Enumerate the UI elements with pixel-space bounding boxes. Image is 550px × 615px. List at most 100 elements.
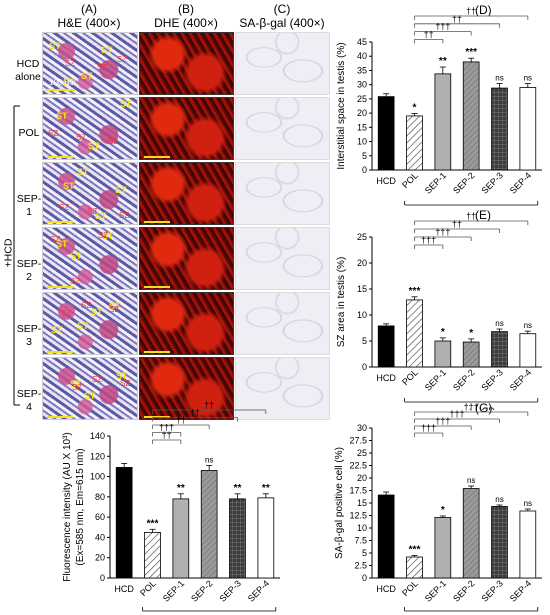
x-tick-label-E: SEP-3 <box>479 367 504 392</box>
micrograph-dhe-row-1 <box>139 97 234 160</box>
sz-label: SZ <box>119 211 130 220</box>
bar-D-SEP-2 <box>462 61 480 171</box>
x-tick-label-G: SEP-3 <box>479 578 504 603</box>
group-label-E: + HCD <box>468 406 496 410</box>
bar-E-POL <box>406 299 423 368</box>
micrograph-he-row-3: ST ST ST SZ SZ SZ <box>42 227 138 290</box>
significance-E-POL: *** <box>409 286 421 297</box>
sz-label: SZ <box>97 63 108 72</box>
scale-bar <box>144 221 170 223</box>
micrograph-he-row-4: ST ST ST ST SZ SZ SZ <box>42 292 138 355</box>
st-label: ST <box>95 211 107 221</box>
x-tick-label-F: SEP-3 <box>217 578 242 603</box>
significance-F-SEP-2: ns <box>205 455 213 464</box>
bar-E-SEP-2 <box>462 341 480 368</box>
comparison-label-G: ††† <box>449 409 464 419</box>
x-tick-label-F: HCD <box>114 584 134 594</box>
st-label: ST <box>56 239 68 249</box>
scale-bar <box>144 156 170 158</box>
scale-bar <box>144 416 170 418</box>
micrograph-sag-row-3 <box>235 227 330 290</box>
y-tick-label-D: 15 <box>357 122 367 132</box>
x-tick-label-G: POL <box>400 578 420 598</box>
x-tick-label-F: SEP-2 <box>189 578 214 603</box>
bar-F-HCD <box>115 467 133 579</box>
bar-D-SEP-1 <box>434 73 452 171</box>
bar-E-SEP-1 <box>434 340 452 368</box>
x-tick-label-E: HCD <box>376 373 396 383</box>
bar-D-HCD <box>377 96 395 171</box>
comparison-label-D: †† <box>424 29 434 39</box>
bar-G-HCD <box>377 494 395 579</box>
y-axis-label-F: Fluorescence intensity (AU X 10³) <box>62 432 73 582</box>
y-tick-label-E: 5 <box>362 336 367 346</box>
bar-F-SEP-4 <box>257 497 275 579</box>
comparison-label-F: †† <box>190 408 200 418</box>
micrograph-he-row-2: ST ST ST ST SZ SZ SZ <box>42 162 138 225</box>
st-label: ST <box>56 111 68 121</box>
significance-F-POL: *** <box>147 518 159 529</box>
significance-D-SEP-4: ns <box>524 74 532 83</box>
y-tick-label-F: 20 <box>95 553 105 563</box>
comparison-label-F: †† <box>176 415 186 425</box>
row-label-sep3: SEP-3 <box>16 323 42 348</box>
panel-b-title: DHE (400×) <box>154 16 218 30</box>
y-tick-label-D: 5 <box>362 151 367 161</box>
x-tick-label-D: POL <box>400 170 420 190</box>
row-label-sep2: SEP-2 <box>16 258 42 283</box>
x-tick-label-F: POL <box>138 578 158 598</box>
bar-E-SEP-4 <box>519 333 537 368</box>
panel-letter-E: (E) <box>475 208 491 222</box>
sz-label: SZ <box>61 309 72 318</box>
x-tick-label-G: HCD <box>376 584 396 594</box>
bar-D-POL <box>406 115 423 171</box>
significance-F-SEP-1: ** <box>177 483 185 494</box>
sz-label: SZ <box>117 55 128 64</box>
significance-G-SEP-1: * <box>441 505 445 516</box>
x-tick-label-F: SEP-4 <box>246 578 271 603</box>
significance-E-SEP-3: ns <box>495 319 503 328</box>
x-tick-label-G: SEP-2 <box>451 578 476 603</box>
scale-bar <box>47 156 73 158</box>
comparison-label-D: †† <box>466 6 476 16</box>
sz-label: SZ <box>120 379 131 388</box>
significance-D-POL: * <box>413 102 417 113</box>
y-tick-label-D: 45 <box>357 37 367 47</box>
x-tick-label-E: SEP-4 <box>508 367 533 392</box>
scale-bar <box>47 286 73 288</box>
significance-E-SEP-4: ns <box>524 321 532 330</box>
comparison-label-E: ††† <box>435 227 450 237</box>
y-tick-label-E: 25 <box>357 232 367 242</box>
y-tick-label-D: 0 <box>362 165 367 175</box>
micrograph-sag-row-0 <box>235 32 330 95</box>
significance-D-SEP-1: ** <box>439 56 447 67</box>
scale-bar <box>144 286 170 288</box>
sz-label: SZ <box>70 277 81 286</box>
y-tick-label-D: 20 <box>357 108 367 118</box>
st-label: ST <box>63 77 75 87</box>
comparison-label-D: ††† <box>435 22 450 32</box>
bar-G-SEP-2 <box>462 488 480 579</box>
bar-E-SEP-3 <box>491 331 508 368</box>
scale-bar <box>144 351 170 353</box>
y-tick-label-F: 100 <box>90 472 105 482</box>
y-tick-label-D: 25 <box>357 94 367 104</box>
y-tick-label-G: 2.5 <box>354 561 367 571</box>
y-tick-label-E: 15 <box>357 284 367 294</box>
y-tick-label-F: 80 <box>95 492 105 502</box>
st-label: ST <box>77 321 89 331</box>
st-label: ST <box>51 325 63 335</box>
y-tick-label-G: 22.5 <box>349 461 367 471</box>
bar-D-SEP-3 <box>491 87 508 171</box>
panel-letter-G: (G) <box>475 401 492 415</box>
bar-F-SEP-1 <box>172 498 190 579</box>
panel-c-title: SA-β-gal (400×) <box>239 16 325 30</box>
y-tick-label-G: 30 <box>357 423 367 433</box>
panel-c-header: (C) SA-β-gal (400×) <box>234 2 330 30</box>
sz-label: SZ <box>108 137 119 146</box>
x-tick-label-D: SEP-2 <box>451 170 476 195</box>
significance-E-SEP-2: * <box>469 328 473 339</box>
comparison-label-F: †† <box>204 400 214 410</box>
row-label-sep1: SEP-1 <box>16 193 42 218</box>
